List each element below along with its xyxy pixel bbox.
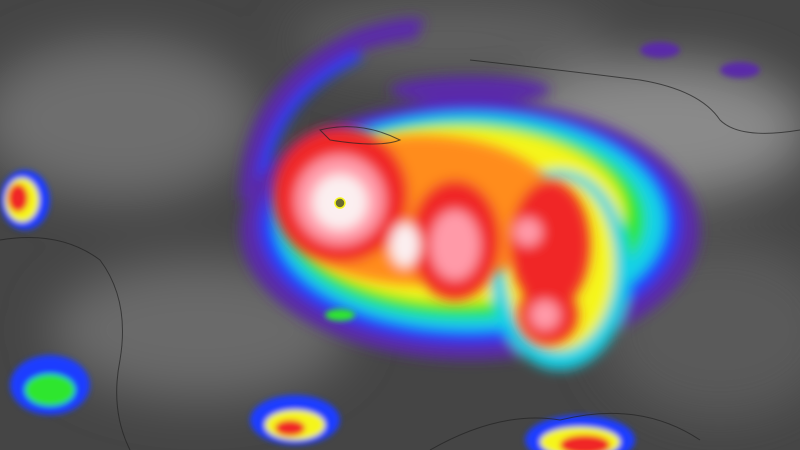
storm-core xyxy=(272,127,590,345)
hurricane-eye xyxy=(334,197,346,209)
scattered-convection xyxy=(0,42,760,450)
background-clouds xyxy=(0,0,800,420)
coastlines xyxy=(0,59,800,450)
